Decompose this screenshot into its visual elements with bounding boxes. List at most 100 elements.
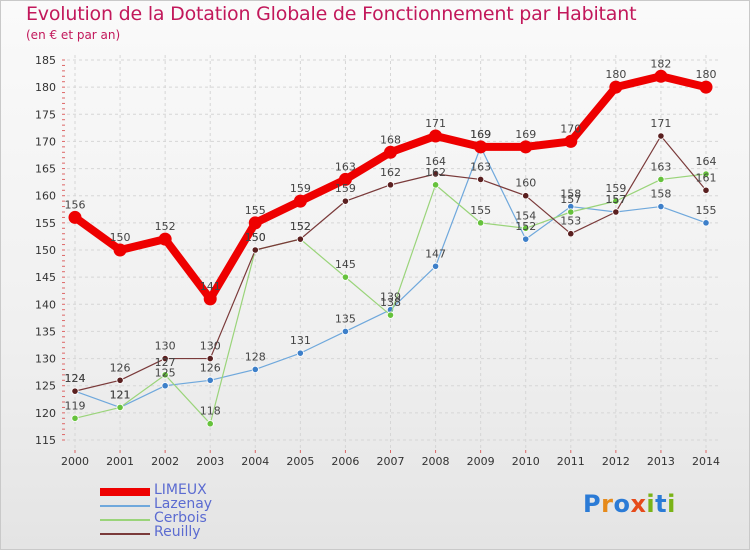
data-label-lazenay: 152 — [515, 220, 536, 233]
data-label-reuilly: 153 — [560, 215, 581, 228]
data-point-reuilly — [431, 170, 440, 178]
data-point-cerbois — [341, 273, 350, 281]
y-tick-label: 145 — [35, 271, 56, 284]
data-point-cerbois — [612, 197, 620, 205]
data-label-cerbois: 127 — [155, 356, 176, 369]
series-layer — [68, 69, 713, 428]
data-label-limeux: 163 — [335, 160, 356, 173]
data-point-lazenay — [206, 376, 214, 384]
data-label-lazenay: 155 — [696, 204, 717, 217]
data-label-cerbois: 163 — [650, 160, 671, 173]
data-point-lazenay — [251, 365, 259, 374]
x-tick-label: 2009 — [467, 455, 495, 468]
data-label-cerbois: 159 — [605, 182, 626, 195]
data-label-cerbois: 145 — [335, 258, 356, 271]
data-point-limeux — [293, 194, 307, 208]
legend-label-cerbois: Cerbois — [154, 510, 207, 526]
data-label-reuilly: 130 — [200, 340, 221, 353]
x-tick-label: 2012 — [602, 455, 630, 468]
data-label-reuilly: 157 — [605, 193, 626, 206]
data-label-cerbois: 119 — [65, 399, 86, 412]
data-label-cerbois: 152 — [290, 220, 311, 233]
data-point-reuilly — [341, 197, 350, 205]
data-point-limeux — [609, 80, 623, 94]
data-point-limeux — [474, 140, 488, 154]
x-tick-label: 2000 — [61, 455, 89, 468]
data-label-limeux: 180 — [605, 68, 626, 81]
data-point-reuilly — [657, 132, 665, 140]
data-label-cerbois: 121 — [110, 388, 131, 401]
data-label-lazenay: 169 — [470, 128, 491, 141]
data-point-limeux — [248, 216, 262, 230]
x-tick-label: 2004 — [241, 455, 269, 468]
data-label-cerbois: 138 — [380, 296, 401, 309]
legend-swatch-limeux — [100, 488, 150, 496]
y-tick-label: 115 — [35, 434, 56, 447]
chart-subtitle: (en € et par an) — [26, 28, 121, 42]
data-point-limeux — [654, 69, 668, 83]
y-tick-label: 170 — [35, 135, 56, 148]
data-label-lazenay: 135 — [335, 312, 356, 325]
data-point-reuilly — [386, 181, 395, 189]
data-label-cerbois: 155 — [470, 204, 491, 217]
data-label-limeux: 168 — [380, 133, 401, 146]
data-label-lazenay: 128 — [245, 350, 266, 363]
data-point-limeux — [519, 140, 533, 154]
axes: 115 120 125 130 135 140 145 150 155 160 165 170 175 1… — [35, 54, 720, 468]
data-label-limeux: 182 — [650, 57, 671, 70]
legend-swatch-lazenay — [100, 505, 150, 507]
data-point-reuilly — [612, 208, 620, 216]
data-point-limeux — [158, 232, 172, 246]
data-label-limeux: 152 — [155, 220, 176, 233]
data-label-cerbois: 164 — [696, 155, 717, 168]
data-point-cerbois — [702, 170, 710, 178]
data-point-cerbois — [71, 414, 79, 422]
data-point-lazenay — [702, 219, 710, 227]
data-label-reuilly: 160 — [515, 177, 536, 190]
data-label-reuilly: 162 — [380, 166, 401, 179]
y-tick-label: 120 — [35, 407, 56, 420]
data-point-lazenay — [657, 202, 665, 211]
data-label-lazenay: 158 — [650, 188, 671, 201]
data-label-limeux: 155 — [245, 204, 266, 217]
data-point-lazenay — [522, 235, 530, 243]
data-label-reuilly: 171 — [650, 117, 671, 130]
data-label-cerbois: 154 — [515, 209, 536, 222]
y-tick-label: 135 — [35, 325, 56, 338]
data-point-cerbois — [431, 181, 440, 189]
data-point-reuilly — [702, 186, 710, 194]
data-label-reuilly: 159 — [335, 182, 356, 195]
data-label-limeux: 180 — [696, 68, 717, 81]
y-tick-label: 130 — [35, 353, 56, 366]
x-tick-label: 2010 — [512, 455, 540, 468]
data-label-cerbois: 150 — [245, 231, 266, 244]
logo-letter: o — [613, 490, 631, 518]
legend-label-lazenay: Lazenay — [154, 496, 213, 512]
y-tick-label: 150 — [35, 244, 56, 257]
proxiti-logo: Proxiti — [583, 490, 676, 518]
y-tick-label: 155 — [35, 217, 56, 230]
data-label-cerbois: 157 — [560, 193, 581, 206]
data-point-limeux — [429, 129, 443, 143]
data-label-lazenay: 131 — [290, 334, 311, 347]
data-label-limeux: 171 — [425, 117, 446, 130]
data-point-reuilly — [251, 246, 259, 254]
data-label-reuilly: 130 — [155, 340, 176, 353]
y-tick-label: 185 — [35, 54, 56, 67]
x-tick-label: 2001 — [106, 455, 134, 468]
x-tick-label: 2006 — [331, 455, 359, 468]
x-tick-label: 2013 — [647, 455, 675, 468]
x-tick-label: 2014 — [692, 455, 720, 468]
data-label-reuilly: 164 — [425, 155, 446, 168]
data-label-lazenay: 126 — [200, 361, 221, 374]
data-label-limeux: 159 — [290, 182, 311, 195]
data-point-limeux — [68, 210, 82, 224]
data-point-limeux — [564, 134, 578, 148]
chart-title: Evolution de la Dotation Globale de Fonc… — [26, 3, 637, 25]
data-point-cerbois — [522, 224, 530, 232]
legend-swatch-reuilly — [100, 533, 150, 535]
y-tick-label: 180 — [35, 81, 56, 94]
data-point-lazenay — [161, 382, 169, 390]
data-label-reuilly: 161 — [696, 171, 717, 184]
